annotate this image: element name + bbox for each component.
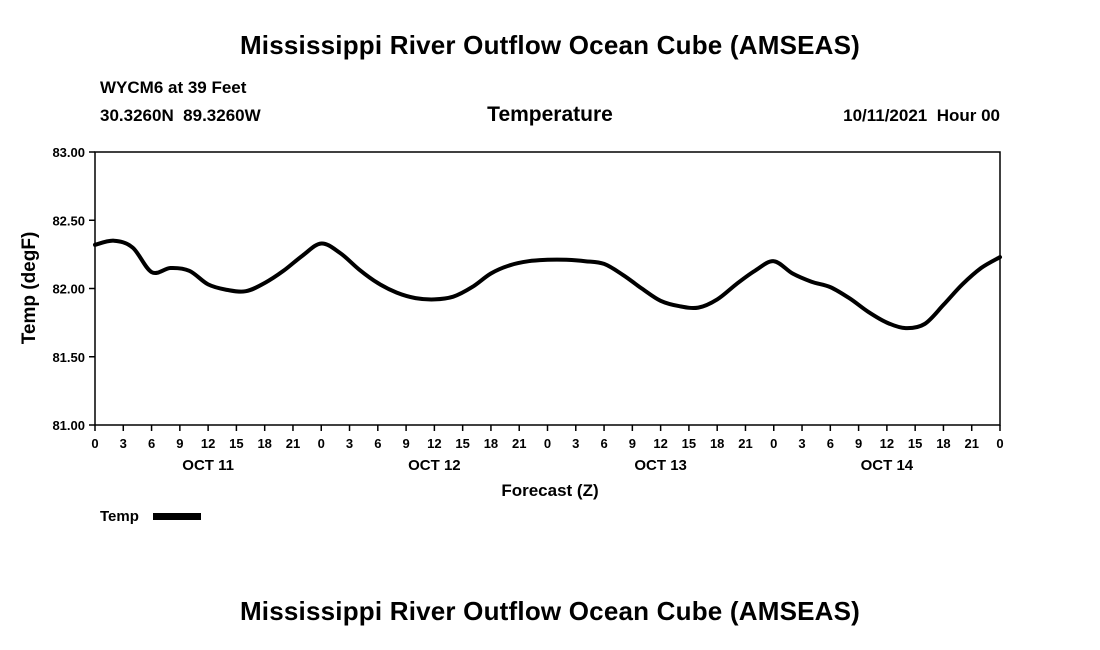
x-tick-label: 21 (512, 436, 526, 451)
x-tick-label: 9 (629, 436, 636, 451)
y-tick-label: 81.00 (52, 418, 85, 433)
x-tick-label: 6 (374, 436, 381, 451)
day-label: OCT 14 (861, 457, 914, 474)
x-tick-label: 0 (544, 436, 551, 451)
day-label: OCT 13 (634, 457, 687, 474)
x-tick-label: 21 (738, 436, 752, 451)
x-tick-label: 0 (91, 436, 98, 451)
station-label: WYCM6 at 39 Feet (100, 78, 247, 97)
x-tick-label: 3 (572, 436, 579, 451)
x-tick-label: 15 (455, 436, 469, 451)
x-tick-label: 3 (346, 436, 353, 451)
x-tick-label: 18 (710, 436, 724, 451)
x-tick-label: 3 (120, 436, 127, 451)
y-tick-label: 82.00 (52, 282, 85, 297)
datetime-label: 10/11/2021 Hour 00 (843, 106, 1000, 125)
plot-border (94, 151, 1001, 426)
x-tick-label: 0 (318, 436, 325, 451)
temp-series-line (93, 238, 1002, 331)
x-tick-label: 12 (201, 436, 215, 451)
x-tick-label: 9 (176, 436, 183, 451)
x-tick-label: 6 (600, 436, 607, 451)
x-tick-label: 0 (770, 436, 777, 451)
chart-title-top: Mississippi River Outflow Ocean Cube (AM… (239, 30, 861, 60)
x-tick-label: 12 (427, 436, 441, 451)
legend-label: Temp (100, 508, 139, 525)
x-tick-label: 6 (827, 436, 834, 451)
y-tick-label: 82.50 (52, 213, 85, 228)
legend-line-swatch (152, 513, 201, 520)
x-tick-label: 12 (653, 436, 667, 451)
y-tick-label: 83.00 (52, 145, 85, 160)
x-tick-label: 9 (855, 436, 862, 451)
x-tick-label: 6 (148, 436, 155, 451)
x-tick-label: 15 (908, 436, 922, 451)
day-label: OCT 12 (408, 457, 461, 474)
x-tick-label: 18 (936, 436, 950, 451)
legend: Temp (100, 508, 201, 525)
x-tick-label: 15 (682, 436, 696, 451)
y-tick-label: 81.50 (52, 350, 85, 365)
x-tick-label: 3 (798, 436, 805, 451)
chart-title-bottom: Mississippi River Outflow Ocean Cube (AM… (239, 596, 861, 626)
variable-title: Temperature (487, 103, 613, 126)
x-tick-label: 15 (229, 436, 243, 451)
x-tick-label: 0 (996, 436, 1003, 451)
x-axis-title: Forecast (Z) (501, 481, 599, 500)
x-tick-label: 9 (402, 436, 409, 451)
coordinates-label: 30.3260N 89.3260W (100, 106, 261, 125)
x-tick-label: 18 (257, 436, 271, 451)
x-tick-label: 18 (484, 436, 498, 451)
x-tick-label: 21 (286, 436, 300, 451)
x-tick-label: 21 (964, 436, 978, 451)
x-tick-label: 12 (880, 436, 894, 451)
day-label: OCT 11 (182, 457, 234, 474)
